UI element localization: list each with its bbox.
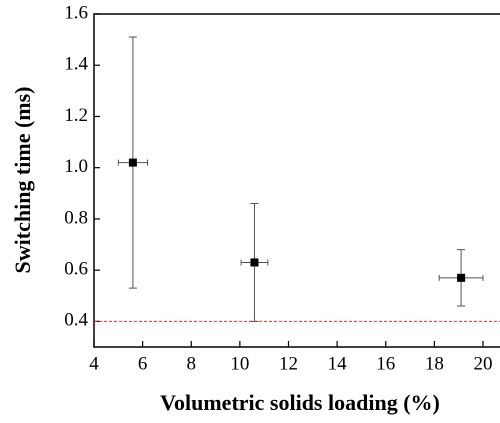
- x-axis-title: Volumetric solids loading (%): [160, 390, 440, 415]
- x-tick-label: 10: [230, 353, 249, 374]
- x-tick-label: 20: [473, 353, 492, 374]
- y-axis-title: Switching time (ms): [10, 87, 35, 274]
- y-tick-label: 1.0: [64, 156, 88, 177]
- x-tick-label: 14: [328, 353, 348, 374]
- data-point: [250, 258, 259, 267]
- plot-frame: [93, 13, 500, 348]
- x-tick-label: 12: [279, 353, 298, 374]
- x-tick-label: 6: [138, 353, 148, 374]
- data-point: [128, 158, 137, 167]
- x-tick-label: 4: [89, 353, 99, 374]
- y-tick-label: 0.4: [64, 310, 88, 331]
- data-point: [457, 273, 466, 282]
- y-tick-label: 0.6: [64, 259, 88, 280]
- y-tick-label: 0.8: [64, 207, 88, 228]
- x-tick-label: 8: [186, 353, 196, 374]
- y-tick-label: 1.4: [64, 54, 88, 75]
- x-tick-label: 16: [376, 353, 395, 374]
- x-tick-label: 18: [425, 353, 444, 374]
- y-tick-label: 1.2: [64, 105, 88, 126]
- y-tick-label: 1.6: [64, 2, 88, 23]
